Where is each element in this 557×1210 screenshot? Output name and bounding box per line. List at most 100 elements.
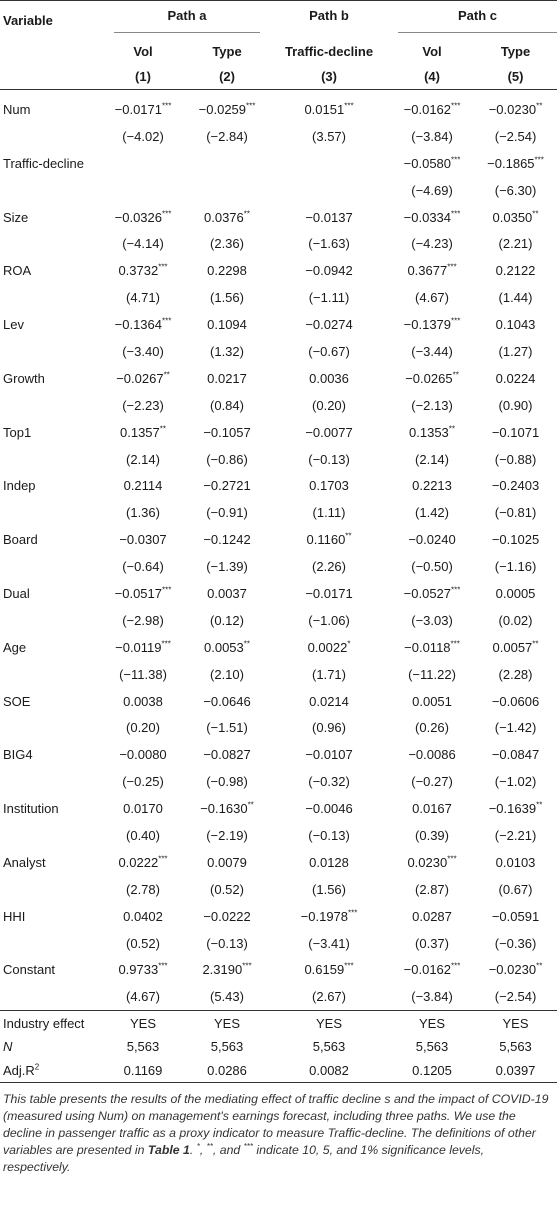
coef-row: Age −0.0119*** 0.0053** 0.0022* −0.0118*** 0.… (0, 634, 557, 661)
empty-cell (0, 392, 100, 419)
row-label: Top1 (3, 424, 32, 440)
t-cell: (−3.84) (411, 989, 453, 1005)
t-row: (−2.23) (0.84) (0.20) (−2.13) (0.90) (0, 392, 557, 419)
t-cell: (−3.84) (411, 128, 453, 144)
t-row: (2.78) (0.52) (1.56) (2.87) (0.67) (0, 876, 557, 903)
t-cell: (2.26) (312, 559, 346, 575)
empty-cell (268, 150, 390, 177)
label-text: Adj.R (3, 1062, 35, 1078)
coef-cell: −0.0267** (116, 370, 170, 386)
coef-cell: 0.2298 (207, 263, 247, 279)
empty-cell (186, 150, 268, 177)
coef-cell: 0.6159*** (304, 962, 354, 978)
coef-cell: 0.0170 (123, 801, 163, 817)
coef-cell: −0.0162*** (403, 101, 461, 117)
coef-cell: −0.0162*** (403, 962, 461, 978)
footer-cell: 5,563 (415, 1039, 449, 1055)
coef-cell: 0.1353** (409, 424, 456, 440)
row-label: Board (3, 532, 38, 548)
t-cell: (4.67) (415, 290, 449, 306)
empty-cell (0, 822, 100, 849)
coef-cell: −0.1071 (491, 424, 540, 440)
row-label: HHI (3, 908, 26, 924)
coef-cell: −0.1379*** (403, 316, 461, 333)
t-cell: (5.43) (210, 989, 244, 1005)
row-label: Indep (3, 478, 36, 494)
footer-cell: YES (186, 1010, 269, 1035)
t-cell: (−4.69) (411, 182, 453, 198)
empty-cell (0, 607, 100, 634)
coef-row: Size −0.0326*** 0.0376** −0.0137 −0.0334*** 0… (0, 204, 557, 231)
empty-cell (0, 123, 100, 150)
t-cell: (−0.13) (308, 827, 350, 843)
coef-cell: 0.2114 (123, 478, 163, 494)
t-cell: (0.39) (415, 827, 449, 843)
t-cell: (−6.30) (494, 182, 537, 198)
t-cell: (2.78) (126, 881, 160, 897)
coef-cell: 2.3190*** (202, 962, 252, 978)
t-cell: (0.37) (415, 935, 449, 951)
footer-row: Industry effect YES YES YES YES YES (0, 1010, 557, 1035)
coef-cell: −0.1978*** (300, 908, 358, 924)
coef-cell: −0.0606 (491, 693, 540, 709)
t-cell: (−1.51) (206, 720, 248, 736)
coef-cell: 0.0103 (495, 854, 536, 870)
t-cell: (−0.50) (411, 559, 453, 575)
t-cell: (0.84) (210, 397, 244, 413)
t-cell: (1.36) (126, 505, 160, 521)
t-cell: (3.57) (312, 128, 346, 144)
footer-cell: YES (100, 1010, 186, 1035)
t-cell: (0.20) (312, 397, 346, 413)
empty-cell (0, 983, 100, 1010)
coef-cell: 0.1160** (306, 531, 352, 548)
t-row: (4.67) (5.43) (2.67) (−3.84) (−2.54) (0, 983, 557, 1010)
coef-row: Traffic-decline −0.0580*** −0.1865*** (0, 150, 557, 177)
path-label: Path c (398, 8, 557, 33)
column-number: (5) (474, 63, 557, 90)
note-text: Table 1 (147, 1142, 190, 1157)
t-row: (4.71) (1.56) (−1.11) (4.67) (1.44) (0, 284, 557, 311)
row-label: Growth (3, 370, 45, 386)
coef-row: SOE 0.0038 −0.0646 0.0214 0.0051 −0.0606 (0, 688, 557, 715)
t-cell: (−0.88) (494, 451, 537, 467)
t-cell: (−0.81) (494, 505, 537, 521)
coef-cell: −0.0230** (488, 962, 543, 978)
t-cell: (2.36) (210, 236, 244, 252)
coef-cell: −0.2403 (491, 478, 540, 494)
row-label: Num (3, 101, 31, 117)
t-cell: (0.96) (312, 720, 346, 736)
t-cell: (−3.41) (308, 935, 350, 951)
row-label: Traffic-decline (3, 155, 84, 171)
coef-cell: 0.0038 (123, 693, 163, 709)
t-cell: (0.90) (498, 397, 533, 413)
coef-cell: −0.0080 (119, 747, 167, 763)
coef-cell: −0.1639** (488, 800, 543, 817)
coef-cell: −0.0077 (305, 424, 353, 440)
footer-cell: 5,563 (499, 1039, 532, 1055)
coef-cell: 0.0022* (307, 639, 351, 655)
t-cell: (1.42) (415, 505, 449, 521)
coef-row: Growth −0.0267** 0.0217 0.0036 −0.0265** 0.02… (0, 365, 557, 392)
t-cell: (−2.13) (411, 397, 453, 413)
coef-cell: −0.0086 (408, 747, 456, 763)
footer-cell: YES (474, 1010, 557, 1035)
empty-cell (186, 177, 268, 204)
t-cell: (−0.13) (206, 935, 248, 951)
column-header: Vol (133, 43, 153, 59)
coef-cell: −0.0827 (203, 747, 251, 763)
coef-cell: 0.0005 (495, 585, 536, 601)
t-cell: (1.56) (210, 290, 244, 306)
empty-cell (0, 553, 100, 580)
t-cell: (−1.06) (308, 612, 350, 628)
t-row: (0.20) (−1.51) (0.96) (0.26) (−1.42) (0, 714, 557, 741)
t-cell: (0.40) (126, 827, 160, 843)
column-number: (3) (268, 63, 391, 90)
t-row: (−4.14) (2.36) (−1.63) (−4.23) (2.21) (0, 230, 557, 257)
coef-row: Dual −0.0517*** 0.0037 −0.0171 −0.0527*** 0.0… (0, 580, 557, 607)
coef-cell: 0.0230*** (407, 854, 457, 870)
t-cell: (−1.42) (494, 720, 537, 736)
coef-cell: −0.0171*** (114, 101, 172, 117)
t-row: (−4.69) (−6.30) (0, 177, 557, 204)
t-cell: (−0.13) (308, 451, 350, 467)
